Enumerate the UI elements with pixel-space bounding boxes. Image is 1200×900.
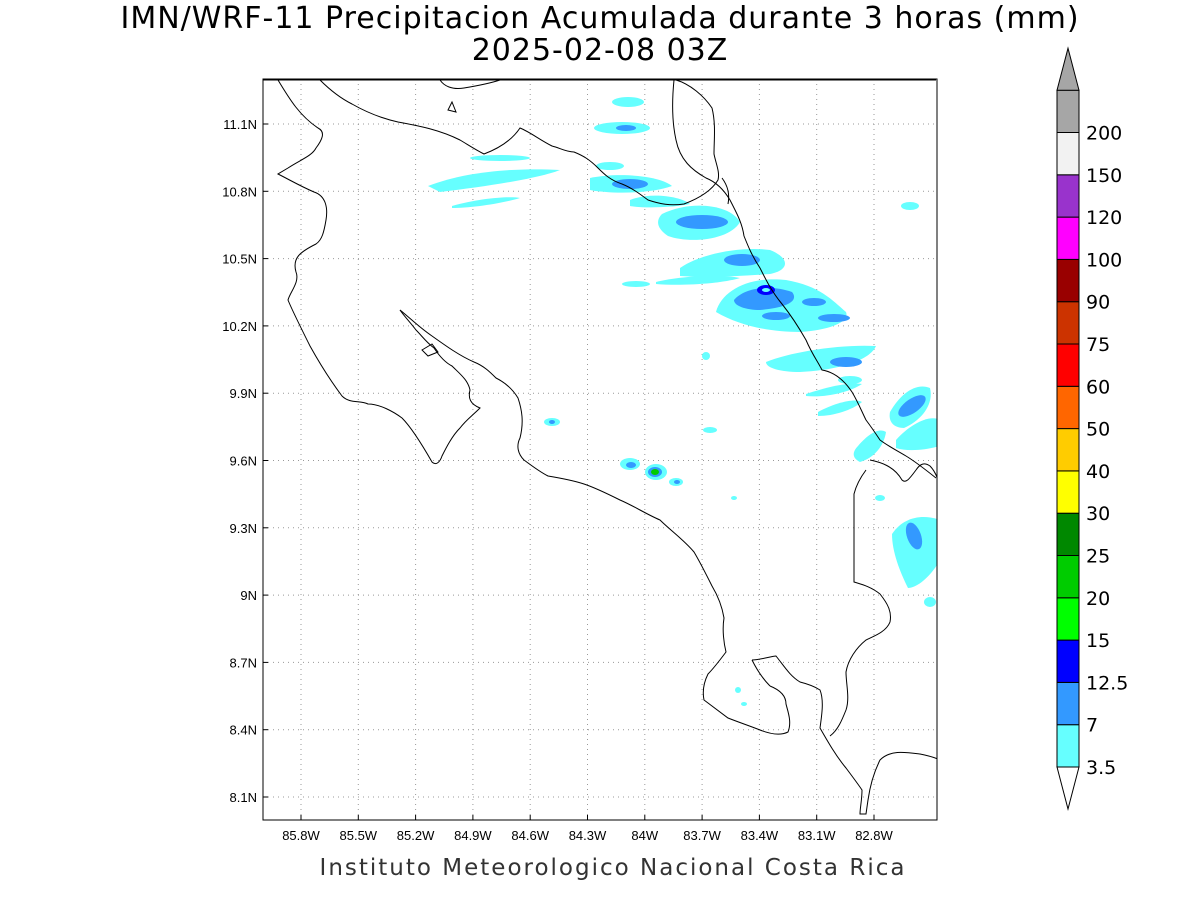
latitude-label: 9N [240, 588, 257, 603]
longitude-label: 82.8W [855, 828, 893, 843]
latitude-tick-labels: 11.1N 10.8N 10.5N 10.2N 9.9N 9.6N 9.3N 9N 8.7N 8.… [222, 117, 268, 805]
latitude-label: 8.4N [230, 723, 257, 738]
longitude-tick-labels: 85.8W 85.5W 85.2W 84.9W 84.6W 84.3W 84W 83.7W 83… [282, 815, 894, 843]
colorbar-segment [1056, 385, 1080, 430]
colorbar-label: 12.5 [1086, 672, 1128, 694]
colorbar-segment [1056, 681, 1080, 726]
longitude-label: 84.9W [454, 828, 492, 843]
credit-text: Instituto Meteorologico Nacional Costa R… [319, 855, 907, 881]
colorbar-segment [1056, 89, 1080, 133]
latitude-label: 10.8N [222, 184, 257, 199]
colorbar-segment [1056, 216, 1080, 260]
colorbar-label: 3.5 [1086, 757, 1116, 779]
longitude-label: 83.7W [683, 828, 721, 843]
colorbar-label: 120 [1086, 207, 1122, 229]
colorbar-segment [1056, 258, 1080, 303]
colorbar-segment [1056, 512, 1080, 557]
longitude-label: 85.2W [397, 828, 435, 843]
latitude-label: 10.5N [222, 252, 257, 267]
precipitation-colorbar: 3.5 7 12.5 15 20 25 30 40 50 60 75 90 100 120 150 200 [1056, 46, 1128, 811]
colorbar-label: 20 [1086, 588, 1110, 610]
longitude-label: 84W [631, 828, 658, 843]
colorbar-label: 30 [1086, 503, 1110, 525]
map-frame [262, 78, 938, 821]
precipitation-field [428, 97, 937, 706]
latitude-label: 9.6N [230, 454, 257, 469]
colorbar-label: 90 [1086, 292, 1110, 314]
colorbar-label: 15 [1086, 630, 1110, 652]
colorbar-segment [1056, 343, 1080, 387]
colorbar-label: 150 [1086, 165, 1122, 187]
longitude-label: 85.8W [282, 828, 320, 843]
longitude-label: 84.3W [569, 828, 607, 843]
longitude-label: 83.4W [741, 828, 779, 843]
colorbar-label: 100 [1086, 249, 1122, 271]
colorbar-label: 75 [1086, 334, 1110, 356]
colorbar-segment [1056, 132, 1080, 176]
coastlines [263, 79, 937, 815]
longitude-label: 85.5W [340, 828, 378, 843]
map-title: IMN/WRF-11 Precipitacion Acumulada duran… [120, 1, 1080, 36]
colorbar-segment [1056, 639, 1080, 683]
colorbar-label: 200 [1086, 123, 1122, 145]
latitude-label: 9.9N [230, 386, 257, 401]
colorbar-segment [1056, 724, 1080, 768]
colorbar-label: 40 [1086, 461, 1110, 483]
colorbar-segment [1056, 428, 1080, 472]
colorbar-under-triangle [1056, 766, 1080, 811]
colorbar-label: 60 [1086, 376, 1110, 398]
longitude-label: 84.6W [511, 828, 549, 843]
longitude-label: 83.1W [798, 828, 836, 843]
colorbar-segment [1056, 597, 1080, 641]
latitude-label: 9.3N [230, 521, 257, 536]
colorbar-segment [1056, 470, 1080, 514]
map-datetime: 2025-02-08 03Z [471, 33, 729, 68]
colorbar-label: 50 [1086, 419, 1110, 441]
latitude-label: 8.7N [230, 655, 257, 670]
latitude-label: 11.1N [223, 117, 257, 132]
latitude-label: 10.2N [222, 319, 257, 334]
colorbar-segment [1056, 555, 1080, 599]
colorbar-segment [1056, 174, 1080, 218]
colorbar-label: 7 [1086, 715, 1098, 737]
latitude-label: 8.1N [230, 790, 257, 805]
colorbar-over-triangle [1056, 46, 1080, 91]
colorbar-label: 25 [1086, 546, 1110, 568]
colorbar-segment [1056, 301, 1080, 345]
